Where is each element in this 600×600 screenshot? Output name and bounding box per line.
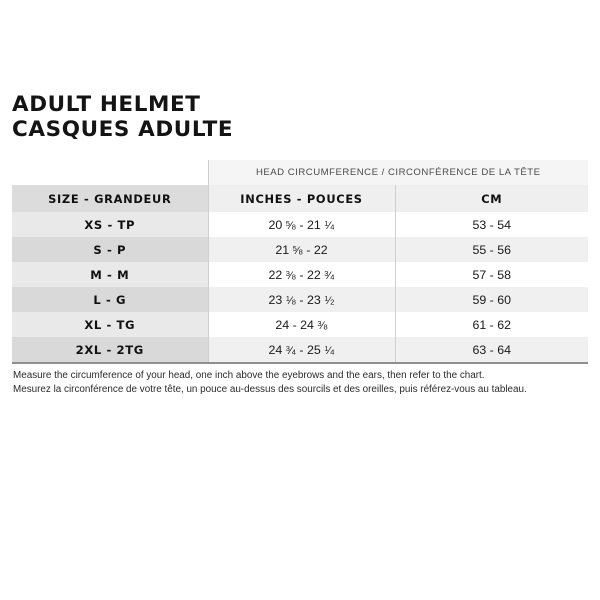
group-header-spacer: [12, 160, 208, 185]
cell-inches: 24 - 24 3⁄8: [207, 312, 395, 337]
cell-size: S - P: [12, 237, 208, 262]
column-header-size: SIZE - GRANDEUR: [12, 185, 208, 212]
cell-size: 2XL - 2TG: [12, 337, 208, 364]
table-row: L - G 23 1⁄8 - 23 1⁄2 59 - 60: [12, 287, 588, 312]
table-row: XS - TP 20 5⁄8 - 21 1⁄4 53 - 54: [12, 212, 588, 237]
column-header-cm: CM: [394, 185, 588, 212]
cell-cm: 57 - 58: [394, 262, 588, 287]
table-row: M - M 22 3⁄8 - 22 3⁄4 57 - 58: [12, 262, 588, 287]
footnote-en: Measure the circumference of your head, …: [13, 370, 485, 381]
cell-cm: 61 - 62: [394, 312, 588, 337]
cell-inches: 22 3⁄8 - 22 3⁄4: [207, 262, 395, 287]
cell-inches: 24 3⁄4 - 25 1⁄4: [207, 337, 395, 364]
group-header-row: HEAD CIRCUMFERENCE / CIRCONFÉRENCE DE LA…: [12, 160, 588, 185]
cell-inches: 21 5⁄8 - 22: [207, 237, 395, 262]
cell-inches: 23 1⁄8 - 23 1⁄2: [207, 287, 395, 312]
page-title: ADULT HELMET CASQUES ADULTE: [12, 92, 588, 142]
column-header-row: SIZE - GRANDEUR INCHES - POUCES CM: [12, 185, 588, 212]
cell-size: XS - TP: [12, 212, 208, 237]
footnote-fr: Mesurez la circonférence de votre tête, …: [13, 383, 527, 395]
table-body: HEAD CIRCUMFERENCE / CIRCONFÉRENCE DE LA…: [12, 160, 588, 212]
cell-size: M - M: [12, 262, 208, 287]
table-row: 2XL - 2TG 24 3⁄4 - 25 1⁄4 63 - 64: [12, 337, 588, 364]
group-header-circumference: HEAD CIRCUMFERENCE / CIRCONFÉRENCE DE LA…: [207, 160, 588, 185]
data-rows: XS - TP 20 5⁄8 - 21 1⁄4 53 - 54 S - P 21 5⁄8…: [12, 212, 588, 364]
cell-cm: 53 - 54: [394, 212, 588, 237]
cell-cm: 55 - 56: [394, 237, 588, 262]
column-header-inches: INCHES - POUCES: [207, 185, 395, 212]
cell-inches: 20 5⁄8 - 21 1⁄4: [207, 212, 395, 237]
size-chart-table: HEAD CIRCUMFERENCE / CIRCONFÉRENCE DE LA…: [12, 160, 588, 364]
table-row: XL - TG 24 - 24 3⁄8 61 - 62: [12, 312, 588, 337]
cell-size: XL - TG: [12, 312, 208, 337]
title-line-fr: CASQUES ADULTE: [12, 117, 234, 142]
table-row: S - P 21 5⁄8 - 22 55 - 56: [12, 237, 588, 262]
cell-cm: 59 - 60: [394, 287, 588, 312]
footnotes: Measure the circumference of your head, …: [13, 369, 589, 396]
cell-cm: 63 - 64: [394, 337, 588, 364]
cell-size: L - G: [12, 287, 208, 312]
title-line-en: ADULT HELMET: [12, 92, 201, 117]
